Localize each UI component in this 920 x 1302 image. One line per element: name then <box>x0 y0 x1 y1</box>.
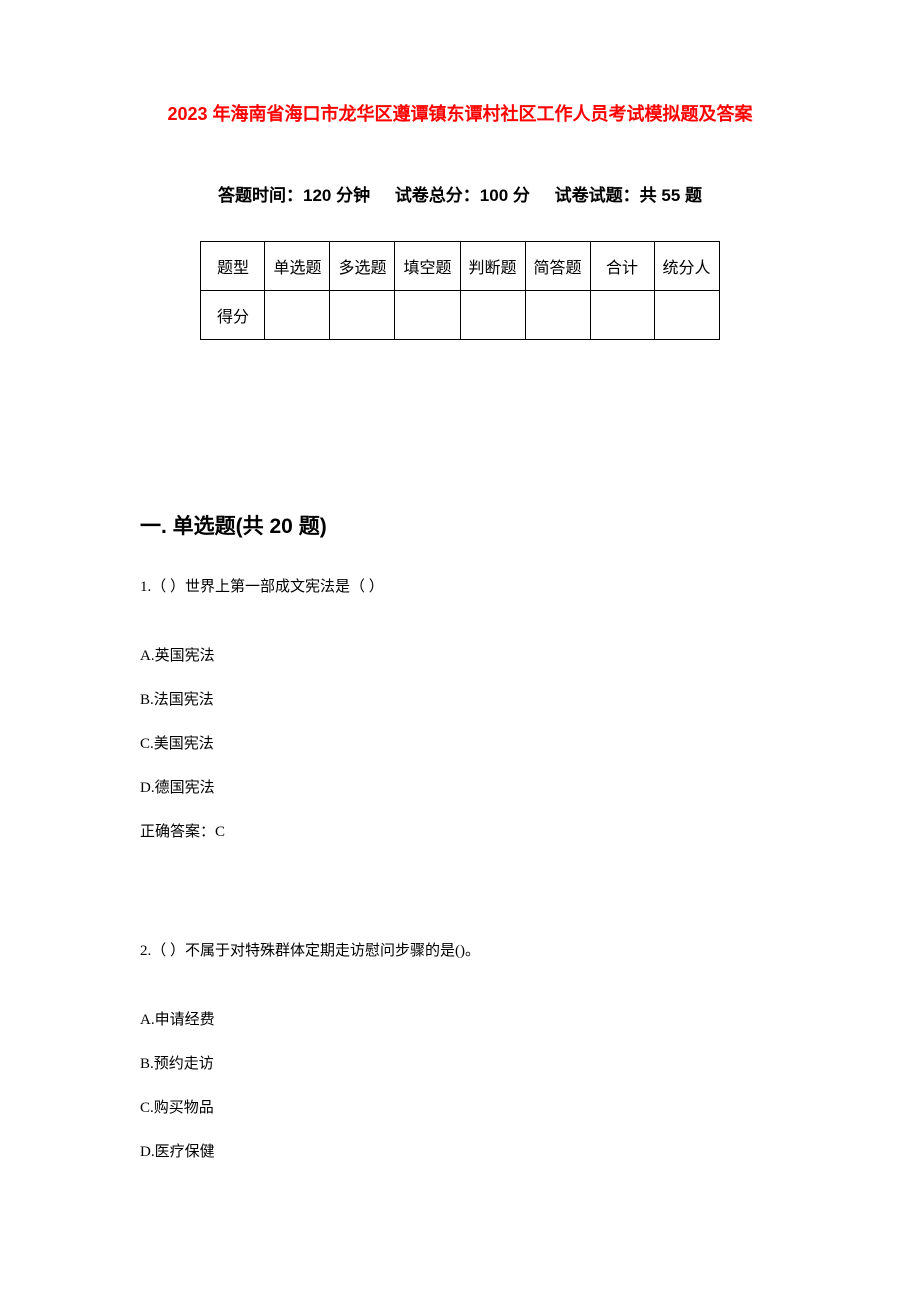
correct-answer: 正确答案：C <box>140 820 780 844</box>
score-table-score-row: 得分 <box>201 291 719 340</box>
score-table-header-cell: 判断题 <box>460 242 525 291</box>
score-table-header-cell: 统分人 <box>654 242 719 291</box>
score-table-cell <box>525 291 590 340</box>
exam-time: 答题时间：120 分钟 <box>218 186 370 205</box>
question-text: 2.（ ）不属于对特殊群体定期走访慰问步骤的是()。 <box>140 939 780 963</box>
score-table: 题型 单选题 多选题 填空题 判断题 简答题 合计 统分人 得分 <box>200 241 719 340</box>
score-table-cell <box>590 291 654 340</box>
score-table-cell <box>265 291 330 340</box>
option-a: A.英国宪法 <box>140 644 780 668</box>
score-table-header-cell: 多选题 <box>330 242 395 291</box>
question-2: 2.（ ）不属于对特殊群体定期走访慰问步骤的是()。 A.申请经费 B.预约走访… <box>140 939 780 1164</box>
section-heading: 一. 单选题(共 20 题) <box>140 510 780 540</box>
exam-question-count: 试卷试题：共 55 题 <box>555 186 702 205</box>
option-b: B.法国宪法 <box>140 688 780 712</box>
option-d: D.德国宪法 <box>140 776 780 800</box>
score-table-header-cell: 合计 <box>590 242 654 291</box>
score-table-cell <box>654 291 719 340</box>
exam-total-score: 试卷总分：100 分 <box>395 186 530 205</box>
score-table-cell <box>330 291 395 340</box>
score-table-header-cell: 题型 <box>201 242 265 291</box>
option-c: C.美国宪法 <box>140 732 780 756</box>
option-c: C.购买物品 <box>140 1096 780 1120</box>
score-table-header-cell: 填空题 <box>395 242 460 291</box>
question-1: 1.（ ）世界上第一部成文宪法是（ ） A.英国宪法 B.法国宪法 C.美国宪法… <box>140 575 780 844</box>
option-d: D.医疗保健 <box>140 1140 780 1164</box>
option-a: A.申请经费 <box>140 1008 780 1032</box>
score-table-header-cell: 简答题 <box>525 242 590 291</box>
option-b: B.预约走访 <box>140 1052 780 1076</box>
score-table-cell <box>460 291 525 340</box>
exam-info-row: 答题时间：120 分钟 试卷总分：100 分 试卷试题：共 55 题 <box>140 181 780 206</box>
score-table-row-label: 得分 <box>201 291 265 340</box>
score-table-header-row: 题型 单选题 多选题 填空题 判断题 简答题 合计 统分人 <box>201 242 719 291</box>
score-table-header-cell: 单选题 <box>265 242 330 291</box>
document-title: 2023 年海南省海口市龙华区遵谭镇东谭村社区工作人员考试模拟题及答案 <box>140 100 780 126</box>
question-text: 1.（ ）世界上第一部成文宪法是（ ） <box>140 575 780 599</box>
score-table-cell <box>395 291 460 340</box>
